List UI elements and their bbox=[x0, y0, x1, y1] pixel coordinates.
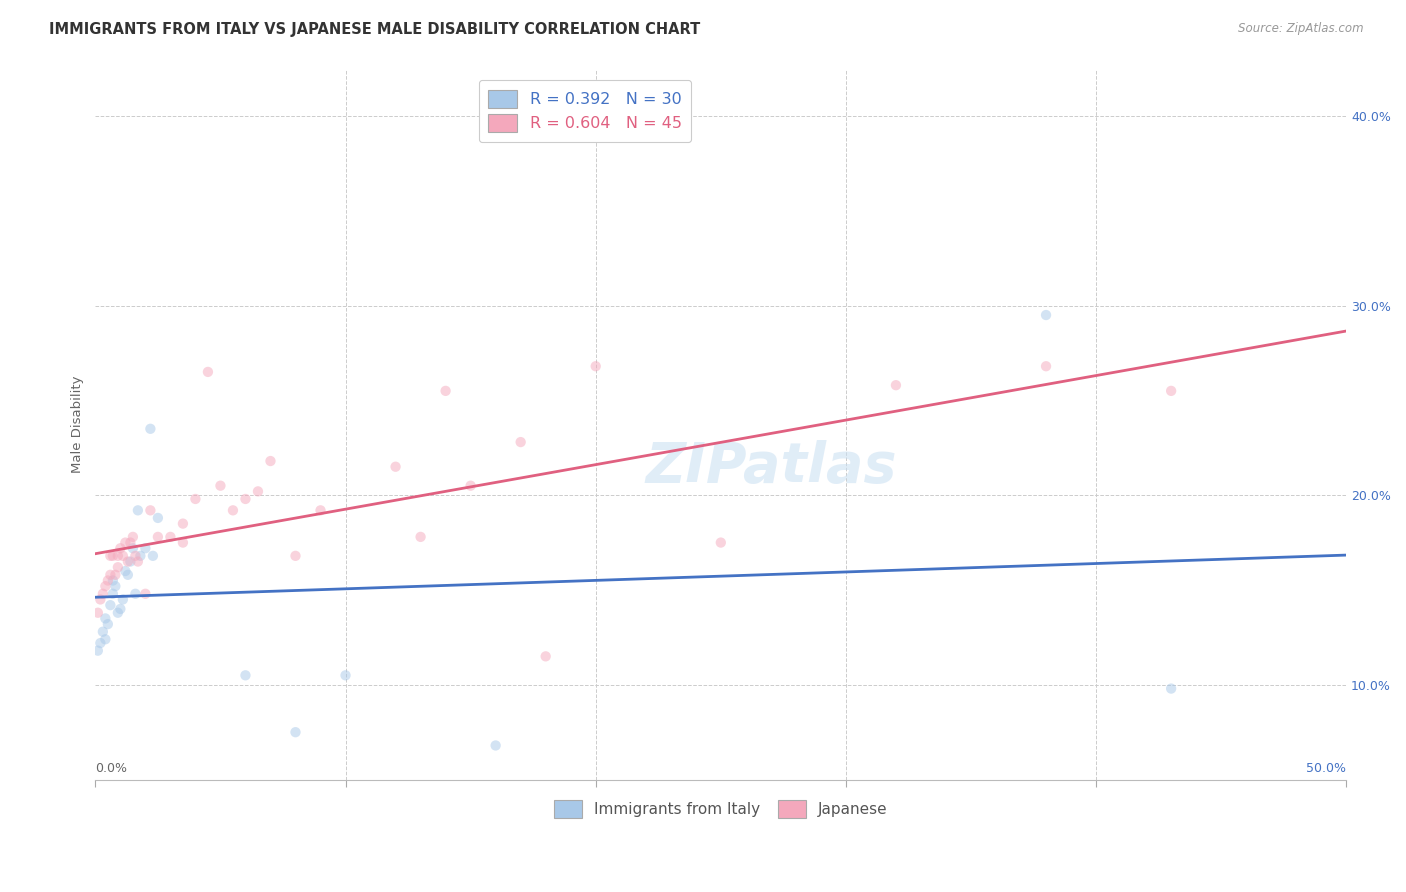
Point bbox=[111, 592, 134, 607]
Point bbox=[89, 636, 111, 650]
Point bbox=[134, 587, 156, 601]
Point bbox=[246, 484, 269, 499]
Point bbox=[114, 535, 136, 549]
Point bbox=[129, 549, 152, 563]
Point bbox=[485, 739, 508, 753]
Point bbox=[197, 365, 219, 379]
Point bbox=[1035, 308, 1057, 322]
Point bbox=[127, 503, 149, 517]
Point bbox=[107, 549, 129, 563]
Point bbox=[97, 574, 120, 588]
Point bbox=[91, 587, 114, 601]
Point bbox=[117, 567, 139, 582]
Point bbox=[1035, 359, 1057, 374]
Point bbox=[127, 555, 149, 569]
Point bbox=[235, 668, 257, 682]
Point bbox=[710, 535, 733, 549]
Point bbox=[110, 541, 132, 556]
Point bbox=[172, 516, 194, 531]
Point bbox=[104, 579, 127, 593]
Point bbox=[94, 611, 117, 625]
Point bbox=[120, 535, 142, 549]
Point bbox=[434, 384, 457, 398]
Point bbox=[146, 511, 169, 525]
Point bbox=[259, 454, 281, 468]
Point bbox=[97, 617, 120, 632]
Point bbox=[101, 574, 124, 588]
Point bbox=[585, 359, 607, 374]
Text: 50.0%: 50.0% bbox=[1306, 762, 1347, 775]
Point bbox=[284, 549, 307, 563]
Legend: Immigrants from Italy, Japanese: Immigrants from Italy, Japanese bbox=[547, 792, 896, 825]
Point bbox=[111, 549, 134, 563]
Point bbox=[124, 587, 146, 601]
Point bbox=[101, 549, 124, 563]
Point bbox=[124, 549, 146, 563]
Y-axis label: Male Disability: Male Disability bbox=[72, 376, 84, 473]
Text: ZIPatlas: ZIPatlas bbox=[645, 440, 897, 494]
Point bbox=[87, 606, 110, 620]
Point bbox=[142, 549, 165, 563]
Text: IMMIGRANTS FROM ITALY VS JAPANESE MALE DISABILITY CORRELATION CHART: IMMIGRANTS FROM ITALY VS JAPANESE MALE D… bbox=[49, 22, 700, 37]
Point bbox=[139, 503, 162, 517]
Point bbox=[91, 624, 114, 639]
Point bbox=[98, 567, 121, 582]
Point bbox=[172, 535, 194, 549]
Point bbox=[87, 643, 110, 657]
Point bbox=[284, 725, 307, 739]
Point bbox=[884, 378, 907, 392]
Point bbox=[104, 567, 127, 582]
Text: Source: ZipAtlas.com: Source: ZipAtlas.com bbox=[1239, 22, 1364, 36]
Point bbox=[114, 564, 136, 578]
Point bbox=[139, 422, 162, 436]
Point bbox=[120, 555, 142, 569]
Point bbox=[460, 478, 482, 492]
Point bbox=[110, 602, 132, 616]
Point bbox=[94, 579, 117, 593]
Point bbox=[159, 530, 181, 544]
Point bbox=[184, 491, 207, 506]
Point bbox=[107, 606, 129, 620]
Point bbox=[222, 503, 245, 517]
Point bbox=[235, 491, 257, 506]
Point bbox=[98, 598, 121, 612]
Point bbox=[98, 549, 121, 563]
Point bbox=[146, 530, 169, 544]
Point bbox=[1160, 384, 1182, 398]
Point bbox=[409, 530, 432, 544]
Point bbox=[94, 632, 117, 647]
Point bbox=[1160, 681, 1182, 696]
Point bbox=[384, 459, 406, 474]
Point bbox=[101, 587, 124, 601]
Point bbox=[534, 649, 557, 664]
Point bbox=[309, 503, 332, 517]
Point bbox=[335, 668, 357, 682]
Point bbox=[117, 555, 139, 569]
Point bbox=[107, 560, 129, 574]
Point bbox=[134, 541, 156, 556]
Point bbox=[89, 592, 111, 607]
Point bbox=[209, 478, 232, 492]
Text: 0.0%: 0.0% bbox=[96, 762, 128, 775]
Point bbox=[122, 541, 145, 556]
Point bbox=[509, 435, 531, 450]
Point bbox=[122, 530, 145, 544]
